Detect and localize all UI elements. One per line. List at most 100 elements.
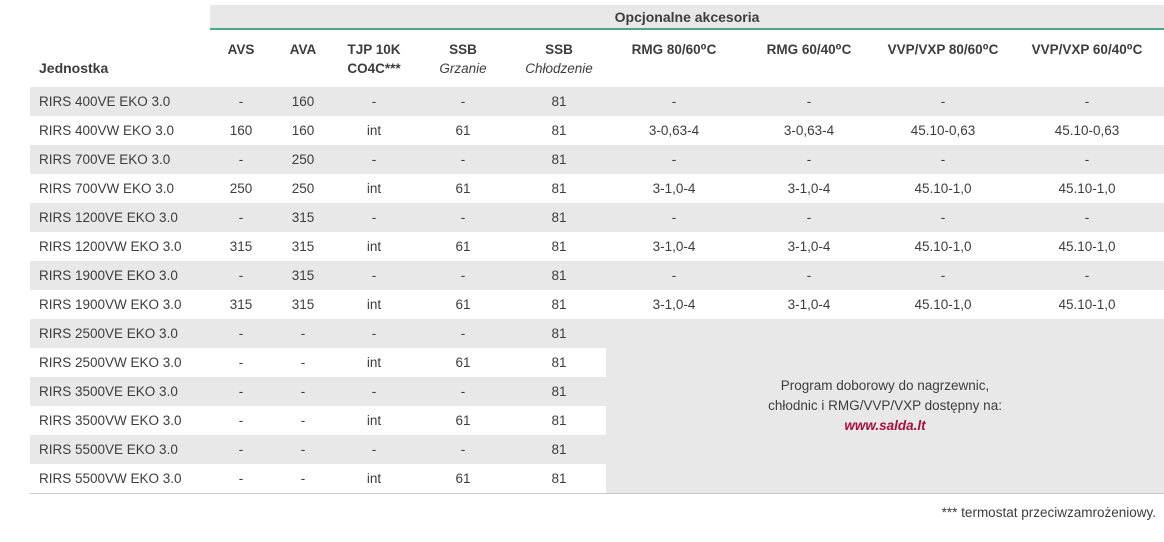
cell: 45.10-0,63 [1010, 116, 1164, 145]
cell: 45.10-1,0 [876, 174, 1010, 203]
cell: - [414, 319, 512, 348]
column-header: RMG 60/40⁰C [742, 29, 876, 87]
cell: - [876, 145, 1010, 174]
cell: 81 [512, 348, 606, 377]
column-header-line1: RMG 60/40⁰C [766, 42, 852, 57]
cell: - [606, 203, 742, 232]
row-label: RIRS 400VE EKO 3.0 [30, 87, 210, 116]
cell: 81 [512, 232, 606, 261]
cell: - [210, 203, 272, 232]
cell: - [1010, 203, 1164, 232]
column-header-line2: Grzanie [439, 60, 487, 76]
cell: - [272, 435, 334, 464]
cell: 250 [210, 174, 272, 203]
table-row: RIRS 400VE EKO 3.0-160- -81- - - - [30, 87, 1164, 116]
row-label: RIRS 3500VE EKO 3.0 [30, 377, 210, 406]
cell: - [414, 261, 512, 290]
cell: - [210, 87, 272, 116]
row-label: RIRS 5500VE EKO 3.0 [30, 435, 210, 464]
cell: - [1010, 87, 1164, 116]
cell: 45.10-1,0 [876, 232, 1010, 261]
cell: int [334, 290, 414, 319]
column-header-line1: AVA [289, 42, 317, 57]
column-header: RMG 80/60⁰C [606, 29, 742, 87]
cell: 61 [414, 174, 512, 203]
row-label: RIRS 1900VW EKO 3.0 [30, 290, 210, 319]
row-label: RIRS 700VE EKO 3.0 [30, 145, 210, 174]
column-header-line1: VVP/VXP 80/60⁰C [887, 42, 999, 57]
cell: int [334, 406, 414, 435]
column-header: SSB Grzanie [414, 29, 512, 87]
column-header: SSB Chłodzenie [512, 29, 606, 87]
cell: - [334, 435, 414, 464]
cell: 61 [414, 348, 512, 377]
cell: 3-0,63-4 [742, 116, 876, 145]
cell: 45.10-1,0 [1010, 232, 1164, 261]
column-header-row: Jednostka AVS AVA TJP 10K CO4C*** SSB Grzanie… [30, 29, 1164, 87]
table-row: RIRS 1200VE EKO 3.0-315- -81- - - - [30, 203, 1164, 232]
cell: 315 [272, 232, 334, 261]
table-row: RIRS 700VW EKO 3.0 250 250 int 61 81 3-1,0-4 3-… [30, 174, 1164, 203]
cell: - [210, 435, 272, 464]
cell: - [210, 348, 272, 377]
frost-thermostat-footnote: *** termostat przeciwzamrożeniowy. [941, 505, 1156, 520]
cell: 61 [414, 290, 512, 319]
row-label: RIRS 1200VW EKO 3.0 [30, 232, 210, 261]
cell: 45.10-1,0 [876, 290, 1010, 319]
cell: 81 [512, 406, 606, 435]
cell: 250 [272, 145, 334, 174]
column-header-line1: RMG 80/60⁰C [631, 42, 717, 57]
accessories-table: Opcjonalne akcesoria Jednostka AVS AVA TJP… [30, 5, 1164, 494]
cell: 315 [272, 290, 334, 319]
table-row: RIRS 2500VE EKO 3.0- - - -81 Program doborow… [30, 319, 1164, 494]
cell: - [334, 261, 414, 290]
cell: - [606, 261, 742, 290]
cell: 81 [512, 377, 606, 406]
cell: - [414, 377, 512, 406]
cell: 81 [512, 319, 606, 348]
cell: - [210, 464, 272, 494]
cell: - [334, 319, 414, 348]
cell: 81 [512, 174, 606, 203]
cell: - [1010, 261, 1164, 290]
cell: 3-0,63-4 [606, 116, 742, 145]
cell: 160 [272, 87, 334, 116]
cell: 3-1,0-4 [742, 174, 876, 203]
table-body: RIRS 400VE EKO 3.0-160- -81- - - - RIRS 400VW… [30, 87, 1164, 494]
cell: - [334, 145, 414, 174]
cell: - [742, 145, 876, 174]
cell: 3-1,0-4 [606, 290, 742, 319]
column-header-line1: SSB [545, 42, 573, 57]
cell: 61 [414, 464, 512, 494]
row-label: RIRS 3500VW EKO 3.0 [30, 406, 210, 435]
cell: int [334, 348, 414, 377]
cell: - [414, 145, 512, 174]
table-head: Opcjonalne akcesoria Jednostka AVS AVA TJP… [30, 5, 1164, 87]
cell: 81 [512, 145, 606, 174]
cell: - [742, 261, 876, 290]
cell: 3-1,0-4 [606, 174, 742, 203]
cell: - [272, 464, 334, 494]
row-label: RIRS 2500VW EKO 3.0 [30, 348, 210, 377]
salda-website-link[interactable]: www.salda.lt [844, 418, 926, 434]
cell: - [606, 145, 742, 174]
program-note-line1: Program doborowy do nagrzewnic, [780, 377, 990, 393]
cell: - [876, 261, 1010, 290]
row-label: RIRS 1200VE EKO 3.0 [30, 203, 210, 232]
table-row: RIRS 1900VW EKO 3.0 315 315 int 61 81 3-1,0-4 3… [30, 290, 1164, 319]
cell: int [334, 232, 414, 261]
table-row: RIRS 2500VW EKO 3.0- - int 61 81 [30, 348, 1164, 377]
column-header: VVP/VXP 60/40⁰C [1010, 29, 1164, 87]
cell: - [414, 435, 512, 464]
column-header-line1: TJP 10K [347, 42, 401, 57]
cell: 61 [414, 116, 512, 145]
cell: - [272, 406, 334, 435]
cell: 45.10-0,63 [876, 116, 1010, 145]
column-header: VVP/VXP 80/60⁰C [876, 29, 1010, 87]
cell: 250 [272, 174, 334, 203]
cell: 160 [210, 116, 272, 145]
cell: 81 [512, 435, 606, 464]
cell: 81 [512, 261, 606, 290]
cell: - [210, 319, 272, 348]
cell: - [334, 377, 414, 406]
